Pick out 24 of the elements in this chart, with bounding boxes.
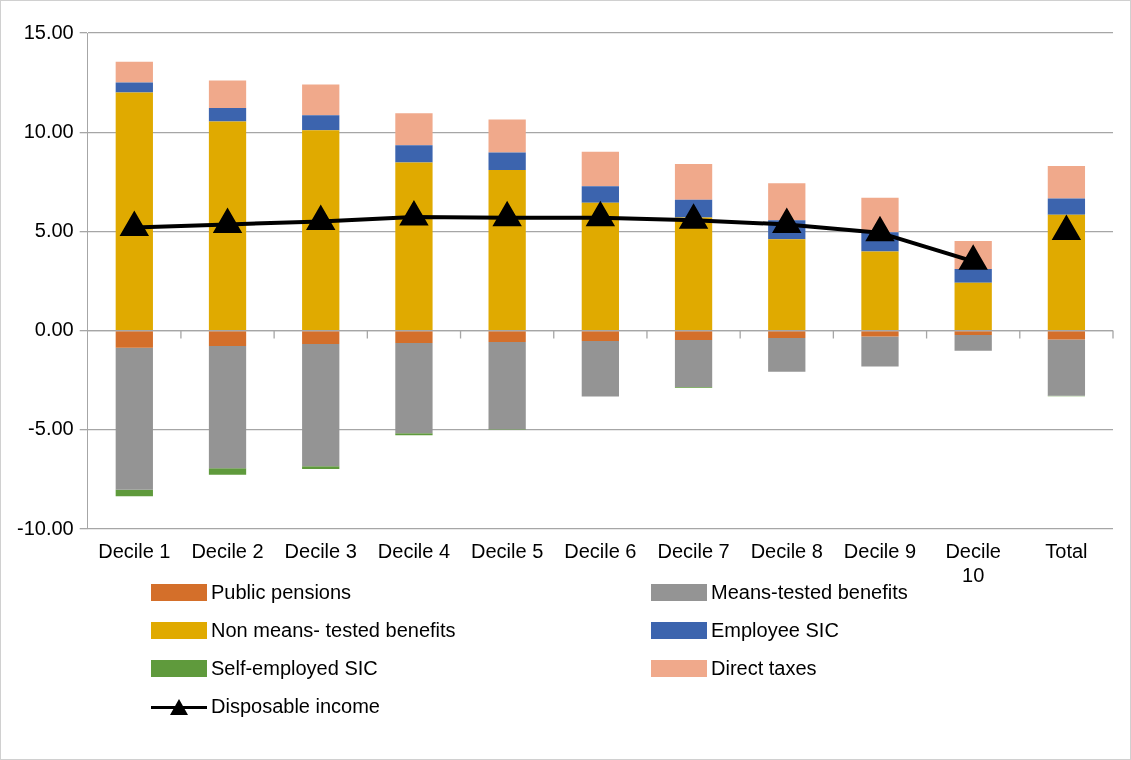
x-tick-label: Decile 3 bbox=[284, 539, 357, 562]
legend-label: Means-tested benefits bbox=[711, 580, 908, 604]
x-tick-label: Decile 1 bbox=[98, 539, 171, 562]
y-tick-label: -5.00 bbox=[28, 417, 74, 440]
x-tick-label: Decile 6 bbox=[564, 539, 637, 562]
y-tick-label: 10.00 bbox=[23, 119, 74, 142]
x-tick-label: Decile 5 bbox=[471, 539, 544, 562]
legend-label: Non means- tested benefits bbox=[211, 618, 456, 642]
x-tick-label: Decile 9 bbox=[843, 539, 917, 562]
legend-label: Disposable income bbox=[211, 694, 380, 718]
x-tick-label: Decile 8 bbox=[750, 539, 823, 562]
legend-label: Direct taxes bbox=[711, 656, 817, 680]
legend-label: Public pensions bbox=[211, 580, 352, 604]
y-tick-label: 5.00 bbox=[34, 218, 74, 241]
x-tick-label: Decile 2 bbox=[191, 539, 264, 562]
x-tick-label: Total bbox=[1045, 539, 1088, 562]
x-tick-label: Decile 7 bbox=[657, 539, 730, 562]
x-tick-label: Decile 4 bbox=[377, 539, 451, 562]
legend-label: Self-employed SIC bbox=[211, 656, 378, 680]
x-tick-label: Decile 10 bbox=[945, 539, 1001, 586]
y-tick-label: 0.00 bbox=[34, 318, 74, 341]
y-tick-label: 15.00 bbox=[23, 20, 74, 43]
y-tick-label: -10.00 bbox=[16, 516, 74, 539]
legend-label: Employee SIC bbox=[711, 618, 839, 642]
